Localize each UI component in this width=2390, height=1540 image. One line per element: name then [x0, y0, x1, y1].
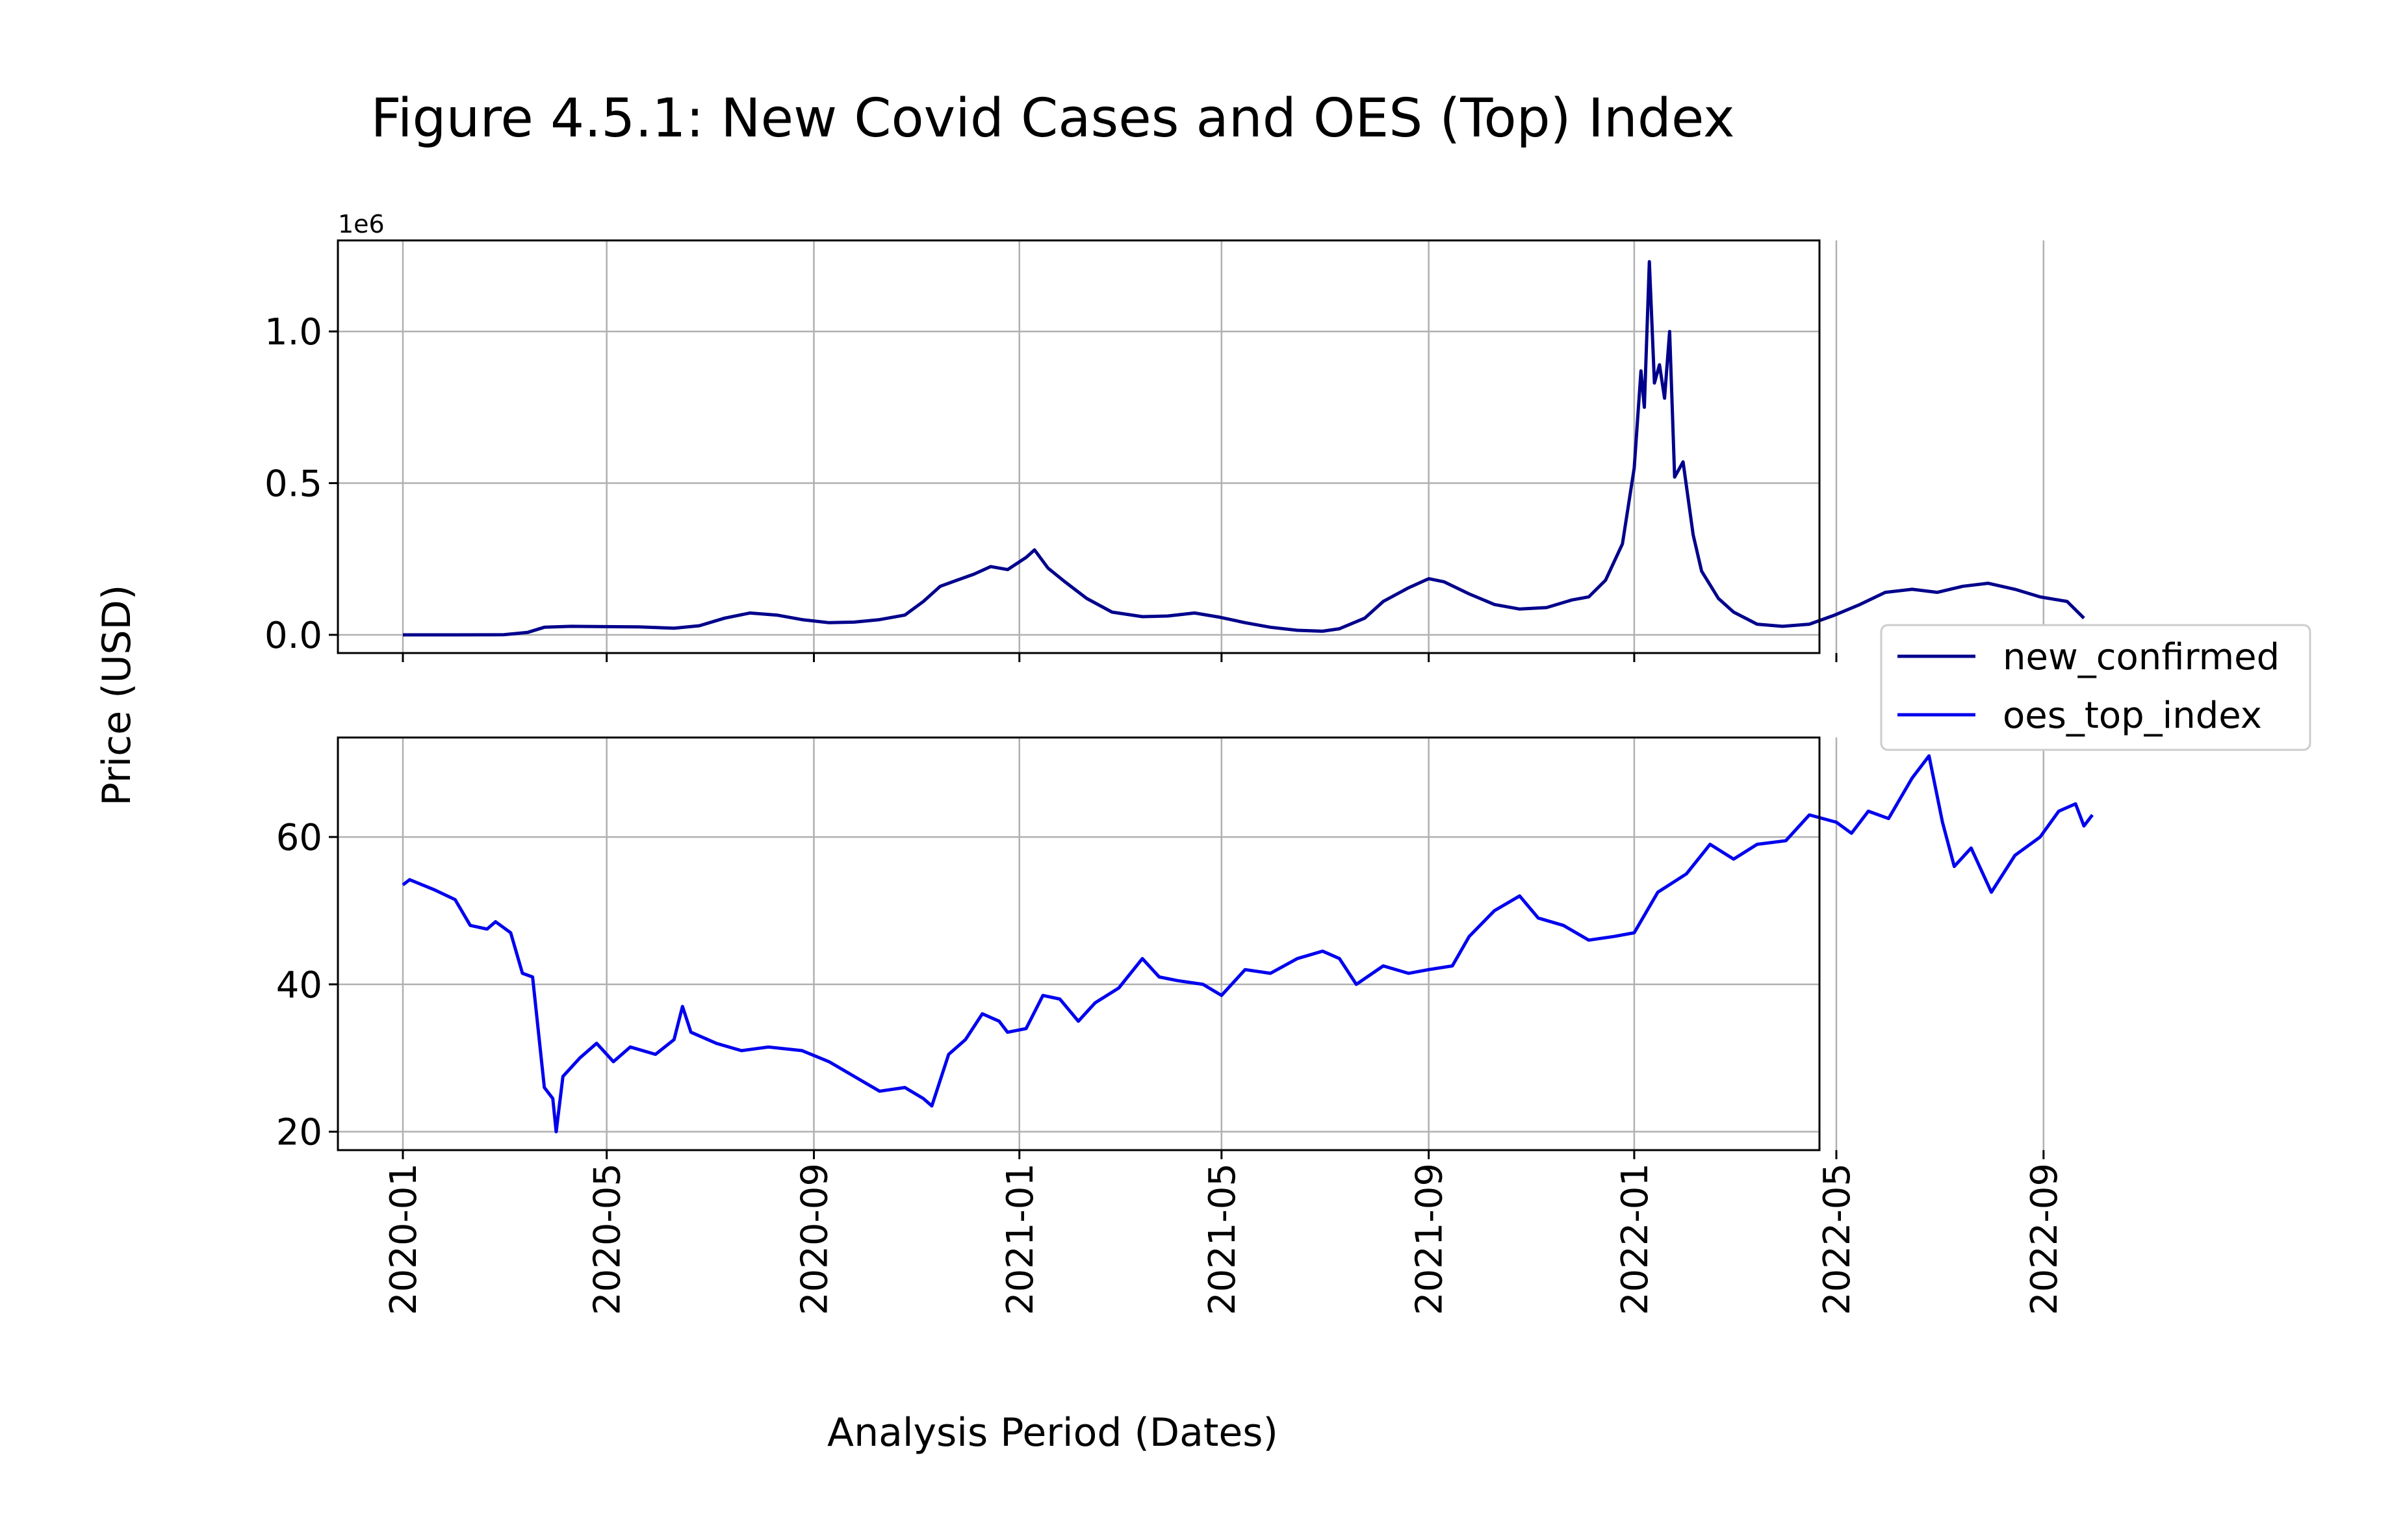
x-tick-label: 2022-05 [1816, 1163, 1858, 1315]
x-tick-label: 2022-01 [1614, 1163, 1656, 1315]
x-tick-label: 2020-09 [794, 1163, 836, 1315]
y-tick-label: 20 [276, 1112, 322, 1154]
x-tick-label: 2021-09 [1409, 1163, 1451, 1315]
y-tick-label: 40 [276, 964, 322, 1007]
x-tick-label: 2022-09 [2024, 1163, 2066, 1315]
y-tick-label: 0.5 [264, 463, 322, 506]
x-tick-label: 2021-01 [999, 1163, 1042, 1315]
x-tick-label: 2020-01 [383, 1163, 425, 1315]
y-tick-label: 1.0 [264, 311, 322, 353]
x-axis-label: Analysis Period (Dates) [827, 1410, 1278, 1456]
chart-title: Figure 4.5.1: New Covid Cases and OES (T… [371, 88, 1735, 149]
y-tick-label: 60 [276, 817, 322, 859]
y-tick-label: 0.0 [264, 615, 322, 657]
legend-label-new_confirmed: new_confirmed [2003, 636, 2280, 678]
series-line-new_confirmed [403, 260, 2085, 637]
y-axis-label: Price (USD) [94, 585, 140, 806]
legend-label-oes_top_index: oes_top_index [2003, 695, 2262, 737]
x-tick-labels: 2020-01 2020-05 2020-09 2021-01 2021-05 2021-… [383, 1163, 2066, 1315]
y-offset-label: 1e6 [338, 210, 385, 238]
panel-oes_top_index: 20 40 60 [276, 736, 2094, 1159]
x-tick-label: 2021-05 [1201, 1163, 1244, 1315]
x-tick-label: 2020-05 [587, 1163, 629, 1315]
panel-new_confirmed: 0.0 0.5 1.0 1e6 [264, 210, 2085, 662]
legend-frame [1880, 624, 2311, 751]
legend: new_confirmed oes_top_index [1880, 624, 2311, 751]
plot-frame [337, 239, 1821, 654]
series-line-oes_top_index [402, 754, 2094, 1134]
plot-frame [337, 736, 1821, 1151]
